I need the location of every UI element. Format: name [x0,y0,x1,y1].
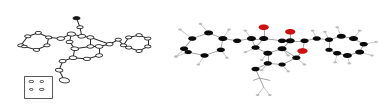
Ellipse shape [145,46,151,48]
Circle shape [297,49,308,54]
Circle shape [256,94,259,96]
Circle shape [174,56,178,58]
Circle shape [349,37,358,42]
Ellipse shape [136,50,142,53]
Circle shape [260,59,263,61]
Circle shape [374,42,378,44]
Circle shape [358,30,361,32]
Ellipse shape [145,38,151,41]
Ellipse shape [71,47,79,51]
Circle shape [325,38,333,43]
Ellipse shape [96,54,102,58]
Circle shape [370,55,374,57]
Circle shape [243,52,247,54]
Circle shape [311,30,314,32]
Circle shape [303,64,306,66]
Circle shape [218,37,227,42]
Ellipse shape [29,81,34,83]
Ellipse shape [115,39,121,42]
Ellipse shape [40,81,43,83]
Circle shape [260,70,263,72]
Circle shape [178,29,182,31]
Circle shape [204,31,213,36]
Circle shape [359,43,368,47]
Circle shape [335,27,339,29]
Ellipse shape [78,35,85,39]
Circle shape [243,30,247,32]
Ellipse shape [22,46,27,48]
Ellipse shape [136,34,142,37]
Circle shape [299,50,306,54]
Ellipse shape [39,88,44,91]
Circle shape [278,63,286,67]
Circle shape [313,37,321,41]
Circle shape [268,94,272,96]
Ellipse shape [57,37,65,41]
Ellipse shape [44,44,50,47]
Ellipse shape [67,33,76,37]
Ellipse shape [125,47,132,50]
Circle shape [286,39,295,44]
Ellipse shape [18,44,24,47]
Circle shape [333,62,337,64]
Circle shape [264,62,272,66]
Circle shape [325,48,333,52]
Ellipse shape [120,44,127,47]
Circle shape [174,56,178,58]
Circle shape [292,56,301,60]
Ellipse shape [95,45,103,49]
Ellipse shape [77,27,83,29]
Circle shape [343,54,352,58]
Ellipse shape [59,78,70,83]
Circle shape [198,24,202,26]
Circle shape [348,63,351,65]
Circle shape [217,48,225,53]
Ellipse shape [73,17,80,21]
Ellipse shape [25,36,31,38]
Circle shape [180,47,188,52]
Ellipse shape [66,41,73,44]
Circle shape [287,71,290,73]
Circle shape [337,34,346,39]
Ellipse shape [69,56,77,60]
Ellipse shape [33,49,40,52]
Circle shape [355,50,364,55]
Circle shape [184,51,192,55]
Circle shape [333,52,341,56]
Circle shape [263,51,272,56]
Ellipse shape [46,37,52,40]
Circle shape [233,39,241,44]
Circle shape [188,37,196,41]
Circle shape [301,39,308,44]
Ellipse shape [35,32,41,35]
Circle shape [287,55,290,57]
Circle shape [285,30,295,35]
Bar [24,76,52,99]
Ellipse shape [29,89,33,90]
Ellipse shape [125,37,132,40]
Ellipse shape [59,60,66,63]
Circle shape [251,46,260,50]
Ellipse shape [84,58,90,61]
Circle shape [251,67,260,72]
Ellipse shape [87,45,94,49]
Circle shape [259,37,268,42]
Circle shape [197,64,200,66]
Circle shape [247,37,256,42]
Circle shape [200,54,209,58]
Circle shape [277,47,287,52]
Circle shape [323,31,327,33]
Circle shape [278,39,286,44]
Ellipse shape [87,36,94,40]
Ellipse shape [55,69,63,72]
Circle shape [259,25,269,31]
Ellipse shape [106,43,113,46]
Circle shape [225,57,229,59]
Circle shape [227,29,231,31]
